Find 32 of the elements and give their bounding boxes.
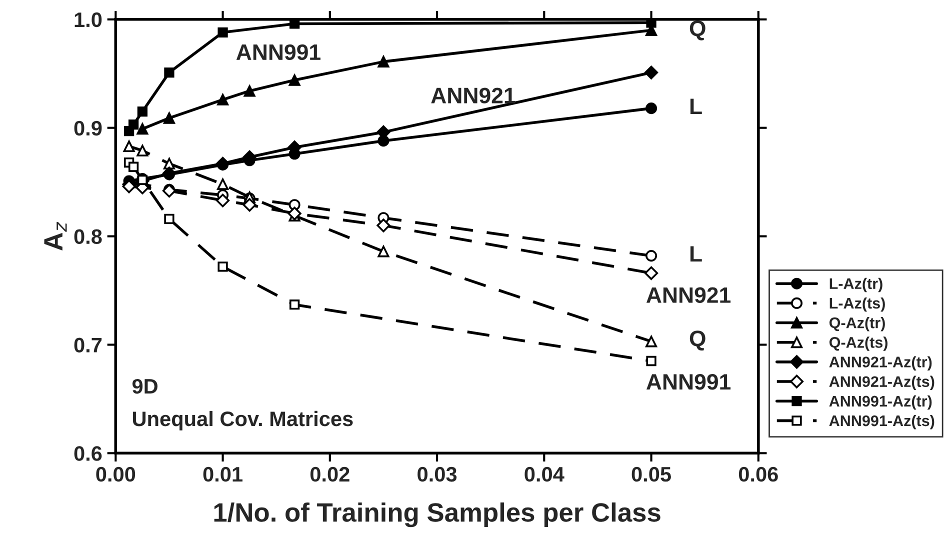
legend-label: ANN921-Az(tr) [829,356,932,370]
legend-label: Q-Az(ts) [829,336,888,351]
x-tick-label: 0.02 [310,466,350,482]
legend-label: ANN991-Az(tr) [829,395,932,410]
legend-label: Q-Az(tr) [829,317,885,332]
x-tick-label: 0.05 [632,466,671,482]
x-axis-title: 1/No. of Training Samples per Class [214,502,660,528]
annotation: ANN921 [646,287,731,303]
annotation: Q [690,330,706,351]
y-axis-title: A$_{z}$ [44,222,67,251]
legend-label: L-Az(tr) [830,278,882,292]
y-tick-label: 0.9 [74,120,102,136]
annotation: Unequal Cov. Matrices [132,410,353,430]
annotation: 9D [132,378,158,394]
y-tick-label: 0.8 [74,229,102,244]
legend-label: L-Az(ts) [830,297,885,312]
y-tick-label: 1.0 [74,12,102,28]
x-tick-label: 0.04 [524,466,564,482]
y-tick-label: 0.6 [74,446,102,461]
x-tick-label: 0.06 [738,466,778,482]
legend-label: ANN921-Az(ts) [829,376,934,390]
annotation: L [690,246,702,262]
y-tick-label: 0.7 [74,338,102,352]
annotation: L [690,98,702,114]
annotation: ANN991 [236,44,320,60]
x-tick-label: 0.00 [96,466,136,482]
legend-label: ANN991-Az(ts) [829,414,934,430]
annotation: ANN991 [646,374,731,390]
annotation: Q [690,20,706,40]
x-tick-label: 0.01 [203,466,242,482]
x-tick-label: 0.03 [418,466,457,482]
annotation: ANN921 [431,88,516,104]
